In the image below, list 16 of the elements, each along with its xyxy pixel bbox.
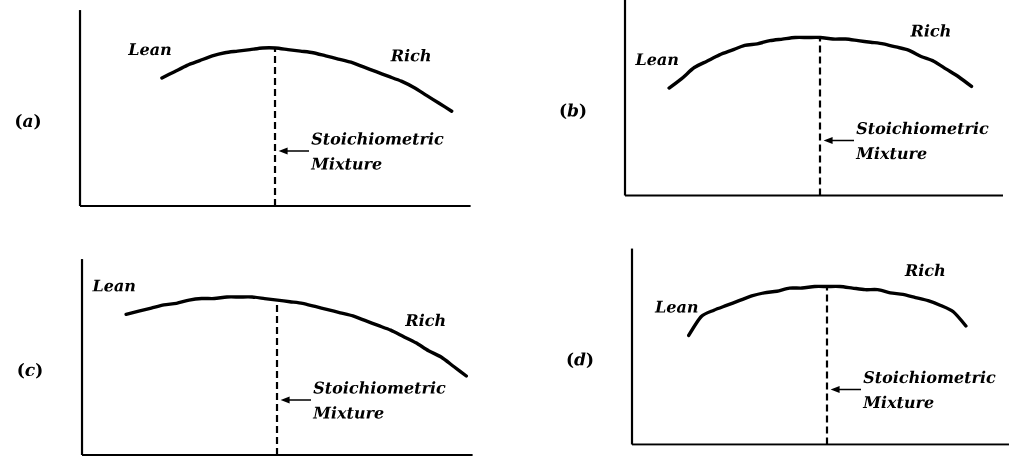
text: Rich	[910, 24, 950, 37]
annotation: Lean	[654, 300, 698, 313]
annotation: Rich	[404, 313, 445, 327]
annotation: Stoichiometric Mixture	[862, 370, 996, 409]
annotation: Stoichiometric Mixture	[312, 381, 446, 419]
text: (d)	[567, 352, 593, 369]
text: (b)	[560, 103, 586, 120]
annotation: Stoichiometric Mixture	[855, 121, 989, 160]
annotation: Lean	[127, 43, 171, 56]
annotation: Lean	[635, 53, 678, 66]
annotation: Stoichiometric Mixture	[310, 132, 444, 170]
text: (a)	[16, 113, 40, 130]
text: Lean	[92, 279, 135, 292]
text: Rich	[904, 263, 945, 277]
annotation: Rich	[390, 49, 431, 62]
text: (c)	[18, 362, 42, 379]
